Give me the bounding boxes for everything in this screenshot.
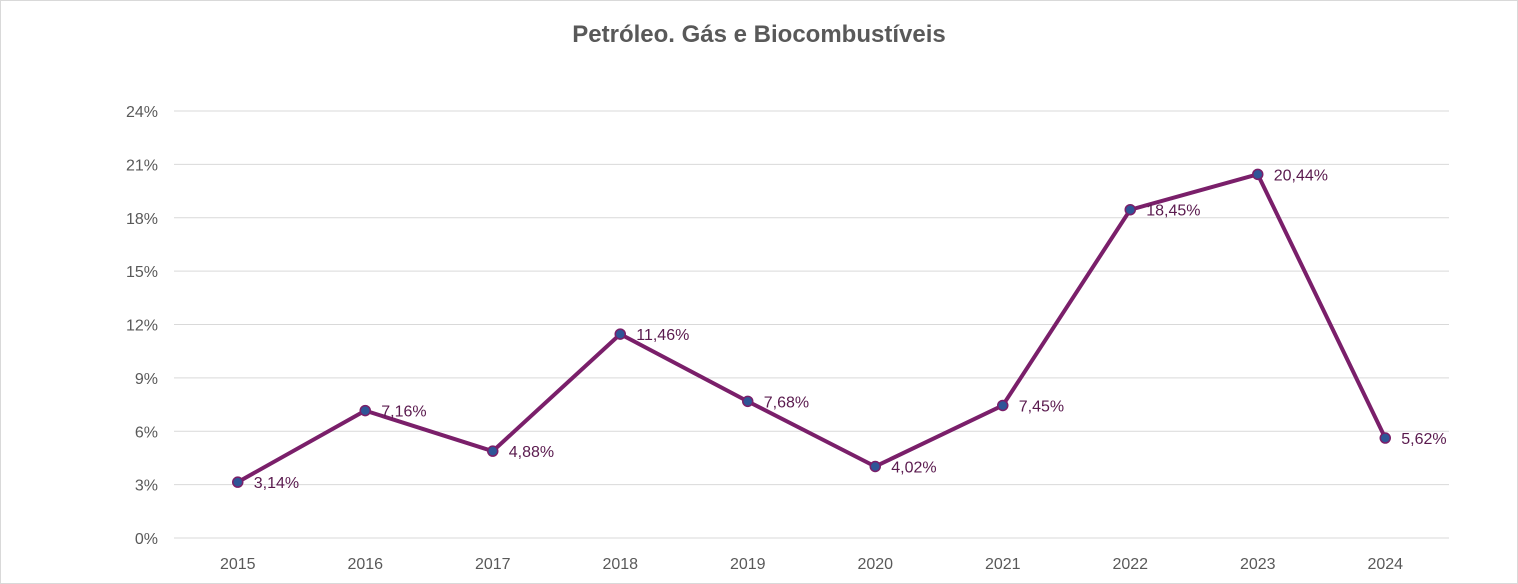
data-markers: [232, 168, 1391, 488]
x-axis-labels: 2015 2016 2017 2018 2019 2020 2021 2022 2023 2024: [220, 556, 1403, 573]
x-tick-label: 2024: [1367, 556, 1403, 573]
y-tick-label: 0%: [135, 531, 158, 548]
x-tick-label: 2022: [1112, 556, 1148, 573]
x-tick-label: 2023: [1240, 556, 1276, 573]
data-label: 3,14%: [254, 475, 299, 492]
data-label: 11,46%: [636, 327, 689, 344]
y-tick-label: 15%: [126, 264, 158, 281]
y-tick-label: 9%: [135, 371, 158, 388]
x-tick-label: 2021: [985, 556, 1021, 573]
data-point: [614, 328, 626, 340]
data-point: [997, 399, 1009, 412]
data-labels: 3,14% 7,16% 4,88% 11,46% 7,68% 4,02% 7,45% 18,4…: [254, 167, 1447, 492]
data-label: 4,88%: [509, 444, 554, 461]
x-tick-label: 2020: [857, 556, 893, 573]
y-tick-label: 6%: [135, 424, 158, 441]
y-tick-label: 12%: [126, 318, 158, 335]
series-line: [235, 172, 1388, 485]
x-tick-label: 2019: [730, 556, 766, 573]
data-point: [1379, 432, 1391, 444]
chart-title: Petróleo. Gás e Biocombustíveis: [572, 21, 946, 48]
y-tick-label: 3%: [135, 478, 158, 495]
data-label: 4,02%: [891, 459, 936, 476]
y-tick-label: 21%: [126, 157, 158, 174]
y-axis-labels: 0% 3% 6% 9% 12% 15% 18% 21% 24%: [126, 104, 158, 548]
series-polyline: [235, 172, 1388, 485]
x-tick-label: 2017: [475, 556, 511, 573]
y-tick-label: 24%: [126, 104, 158, 121]
data-point: [359, 404, 371, 417]
data-point: [232, 476, 244, 488]
x-tick-label: 2015: [220, 556, 256, 573]
x-tick-label: 2018: [602, 556, 638, 573]
data-label: 7,16%: [381, 404, 426, 421]
data-label: 18,45%: [1146, 203, 1200, 220]
data-label: 7,68%: [764, 394, 809, 411]
data-label: 5,62%: [1401, 431, 1446, 448]
data-point: [1124, 203, 1136, 216]
data-point: [869, 460, 881, 473]
data-point: [487, 445, 499, 457]
gridlines: [174, 110, 1449, 539]
data-point: [1252, 168, 1264, 181]
data-point: [742, 395, 754, 408]
data-label: 7,45%: [1019, 398, 1064, 415]
y-tick-label: 18%: [126, 211, 158, 228]
x-tick-label: 2016: [347, 556, 383, 573]
data-label: 20,44%: [1274, 167, 1328, 184]
